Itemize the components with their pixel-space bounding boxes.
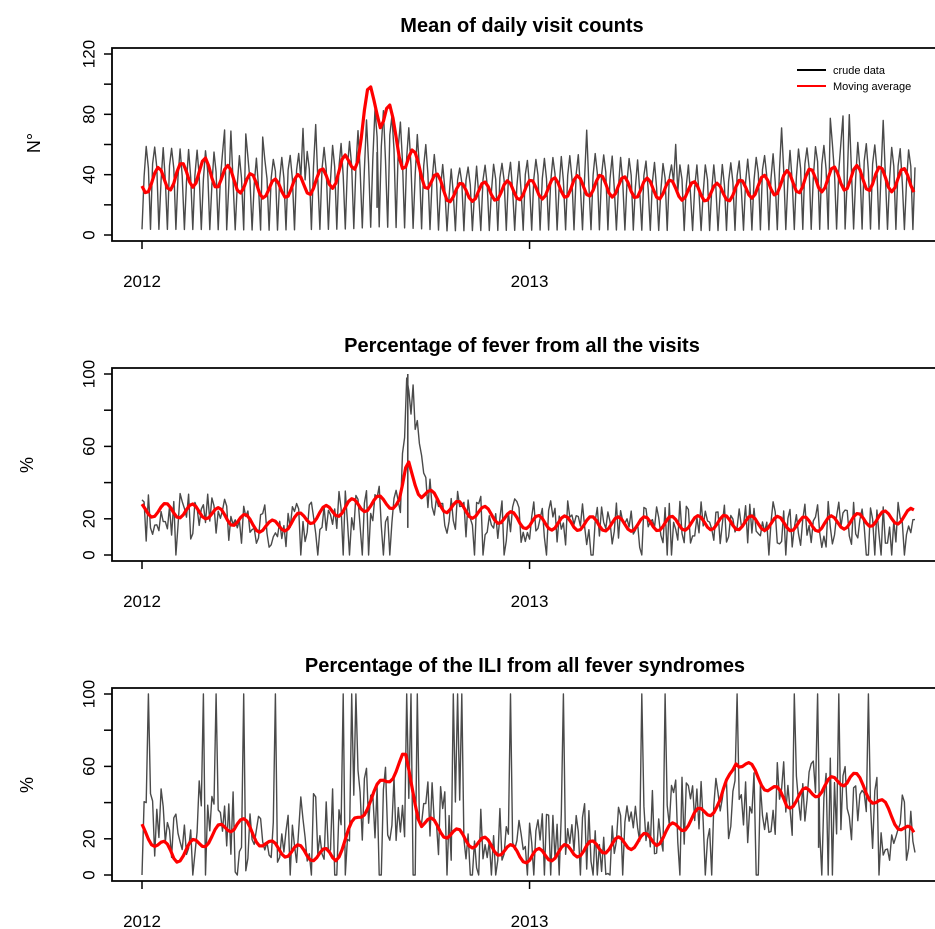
x-tick-label: 2013 bbox=[511, 912, 549, 929]
y-axis-label: % bbox=[17, 457, 37, 473]
legend-label-crude-data: crude data bbox=[833, 65, 886, 77]
panel-fever-percentage: Percentage of fever from all the visits … bbox=[17, 335, 935, 611]
series-moving-average-line bbox=[140, 460, 915, 534]
y-tick-label: 20 bbox=[79, 829, 98, 848]
y-tick-label: 0 bbox=[79, 870, 98, 879]
y-tick-label: 120 bbox=[79, 40, 98, 68]
x-tick-label: 2013 bbox=[511, 592, 549, 611]
panel-title: Mean of daily visit counts bbox=[400, 15, 643, 37]
y-tick-label: 0 bbox=[79, 550, 98, 559]
y-tick-label: 20 bbox=[79, 509, 98, 528]
y-axis-label: N° bbox=[24, 133, 44, 153]
panel-daily-visit-counts: Mean of daily visit counts N° crude data… bbox=[24, 15, 935, 291]
series-crude-data-line bbox=[141, 108, 916, 232]
y-tick-label: 60 bbox=[79, 437, 98, 456]
panel-title: Percentage of fever from all the visits bbox=[344, 335, 700, 357]
x-tick-label: 2012 bbox=[123, 272, 161, 291]
plot-frame bbox=[111, 367, 935, 562]
legend: crude data Moving average bbox=[797, 65, 911, 93]
panel-ili-percentage: Percentage of the ILI from all fever syn… bbox=[17, 655, 935, 929]
y-tick-label: 0 bbox=[79, 230, 98, 239]
y-tick-label: 100 bbox=[79, 360, 98, 388]
x-tick-label: 2012 bbox=[123, 592, 161, 611]
y-tick-label: 100 bbox=[79, 680, 98, 708]
legend-label-moving-average: Moving average bbox=[833, 81, 911, 93]
panel-title: Percentage of the ILI from all fever syn… bbox=[305, 655, 745, 677]
y-tick-label: 80 bbox=[79, 105, 98, 124]
series-crude-data-line bbox=[141, 377, 916, 556]
x-tick-label: 2013 bbox=[511, 272, 549, 291]
plot-frame bbox=[111, 687, 935, 882]
x-tick-label: 2012 bbox=[123, 912, 161, 929]
y-axis-label: % bbox=[17, 777, 37, 793]
series-crude-data-line bbox=[141, 693, 916, 876]
y-tick-label: 40 bbox=[79, 165, 98, 184]
series-moving-average-line bbox=[140, 752, 916, 865]
y-tick-label: 60 bbox=[79, 757, 98, 776]
series-moving-average-line bbox=[140, 85, 916, 204]
